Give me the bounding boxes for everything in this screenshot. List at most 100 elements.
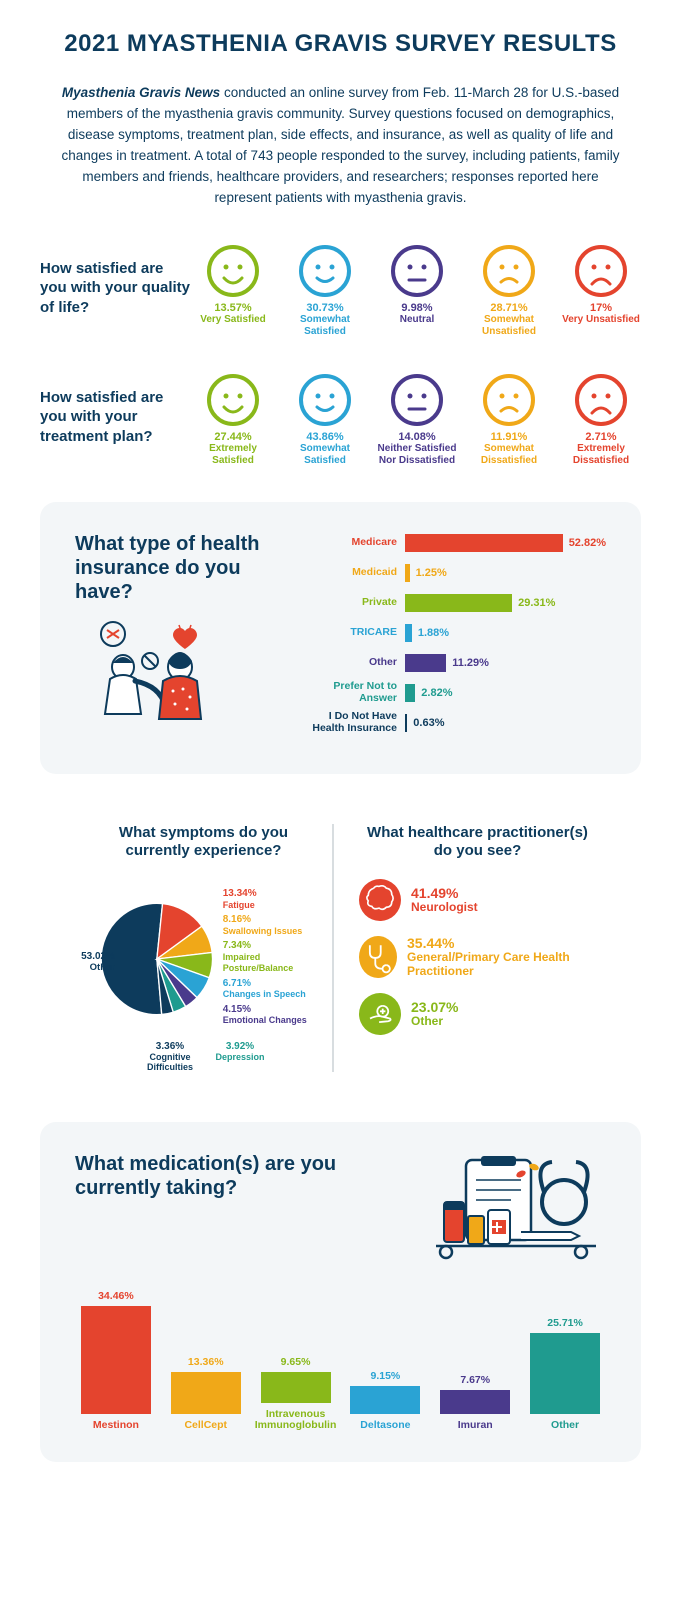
- qol-block: How satisfied are you with your quality …: [40, 244, 641, 338]
- face-label: Somewhat Satisfied: [285, 314, 365, 338]
- medication-label: Other: [551, 1420, 579, 1432]
- intro-source: Myasthenia Gravis News: [62, 85, 220, 100]
- face-label: Somewhat Dissatisfied: [469, 443, 549, 467]
- medication-pct: 9.65%: [281, 1356, 311, 1368]
- face-icon: [298, 244, 352, 298]
- face-icon: [390, 244, 444, 298]
- medication-bar-item: 13.36% CellCept: [165, 1356, 247, 1432]
- insurance-bar-row: I Do Not Have Health Insurance 0.63%: [295, 712, 606, 734]
- face-label: Extremely Dissatisfied: [561, 443, 641, 467]
- practitioner-item: 41.49% Neurologist: [359, 879, 596, 921]
- practitioners-title: What healthcare practitioner(s) do you s…: [359, 824, 596, 862]
- face-item: 43.86% Somewhat Satisfied: [285, 373, 365, 467]
- insurance-label: Other: [295, 657, 405, 669]
- symptoms-title: What symptoms do you currently experienc…: [85, 824, 322, 862]
- medication-pct: 13.36%: [188, 1356, 224, 1368]
- face-item: 27.44% Extremely Satisfied: [193, 373, 273, 467]
- insurance-bar-row: Prefer Not to Answer 2.82%: [295, 682, 606, 704]
- insurance-bar: [405, 564, 410, 582]
- insurance-value: 1.25%: [416, 567, 447, 579]
- insurance-bar: [405, 654, 446, 672]
- face-label: Very Satisfied: [193, 314, 273, 326]
- pie-legend-item: 6.71%Changes in Speech: [223, 978, 322, 1001]
- insurance-label: Prefer Not to Answer: [295, 681, 405, 704]
- face-pct: 17%: [561, 302, 641, 314]
- brain-icon: [359, 879, 401, 921]
- medication-bar: [530, 1333, 600, 1414]
- face-item: 17% Very Unsatisfied: [561, 244, 641, 338]
- medication-label: Intravenous Immunoglobulin: [255, 1409, 337, 1432]
- intro-body: conducted an online survey from Feb. 11-…: [61, 85, 619, 205]
- doctor-patient-illustration: [75, 619, 235, 739]
- treatment-faces: 27.44% Extremely Satisfied 43.86% Somewh…: [193, 373, 641, 467]
- insurance-value: 0.63%: [413, 717, 444, 729]
- medication-label: Mestinon: [93, 1420, 139, 1432]
- face-item: 11.91% Somewhat Dissatisfied: [469, 373, 549, 467]
- face-icon: [574, 373, 628, 427]
- insurance-bar-row: TRICARE 1.88%: [295, 622, 606, 644]
- face-item: 13.57% Very Satisfied: [193, 244, 273, 338]
- practitioner-pct: 23.07%: [411, 999, 458, 1015]
- insurance-bar: [405, 714, 407, 732]
- pie-depression-label: 3.92% Depression: [215, 1041, 264, 1072]
- face-pct: 9.98%: [377, 302, 457, 314]
- pie-legend-item: 7.34%Impaired Posture/Balance: [223, 940, 322, 975]
- face-pct: 2.71%: [561, 431, 641, 443]
- practitioner-label: Neurologist: [411, 901, 478, 915]
- face-icon: [298, 373, 352, 427]
- insurance-bar: [405, 534, 563, 552]
- medication-pct: 9.15%: [371, 1370, 401, 1382]
- face-item: 14.08% Neither Satisfied Nor Dissatisfie…: [377, 373, 457, 467]
- insurance-label: Private: [295, 597, 405, 609]
- face-label: Neutral: [377, 314, 457, 326]
- insurance-title: What type of health insurance do you hav…: [75, 532, 275, 604]
- medication-pct: 34.46%: [98, 1290, 134, 1302]
- insurance-label: TRICARE: [295, 627, 405, 639]
- insurance-bar-chart: Medicare 52.82% Medicaid 1.25% Private 2…: [295, 532, 606, 744]
- medication-bar-item: 25.71% Other: [524, 1317, 606, 1432]
- practitioner-pct: 35.44%: [407, 935, 596, 951]
- insurance-label: Medicaid: [295, 567, 405, 579]
- insurance-value: 11.29%: [452, 657, 489, 669]
- medication-bar-item: 34.46% Mestinon: [75, 1290, 157, 1432]
- face-pct: 30.73%: [285, 302, 365, 314]
- insurance-bar-row: Other 11.29%: [295, 652, 606, 674]
- intro-text: Myasthenia Gravis News conducted an onli…: [61, 83, 621, 209]
- face-item: 9.98% Neutral: [377, 244, 457, 338]
- insurance-value: 1.88%: [418, 627, 449, 639]
- medication-bar: [440, 1390, 510, 1414]
- insurance-bar-row: Medicaid 1.25%: [295, 562, 606, 584]
- medication-bar: [171, 1372, 241, 1414]
- face-pct: 43.86%: [285, 431, 365, 443]
- medication-label: Deltasone: [360, 1420, 410, 1432]
- face-icon: [482, 373, 536, 427]
- medications-bar-chart: 34.46% Mestinon 13.36% CellCept 9.65% In…: [75, 1272, 606, 1432]
- insurance-bar-row: Private 29.31%: [295, 592, 606, 614]
- pie-legend-item: 8.16%Swallowing Issues: [223, 914, 322, 937]
- pie-other-label: 53.02% Other: [65, 951, 115, 973]
- medication-bar-item: 7.67% Imuran: [434, 1374, 516, 1432]
- face-icon: [390, 373, 444, 427]
- medication-label: Imuran: [458, 1420, 493, 1432]
- symptoms-legend: 13.34%Fatigue 8.16%Swallowing Issues 7.34%…: [223, 888, 322, 1030]
- face-item: 30.73% Somewhat Satisfied: [285, 244, 365, 338]
- symptoms-practitioners-card: What symptoms do you currently experienc…: [40, 794, 641, 1103]
- insurance-bar: [405, 684, 415, 702]
- face-label: Very Unsatisfied: [561, 314, 641, 326]
- pie-cognitive-label: 3.36% Cognitive Difficulties: [142, 1041, 197, 1072]
- medication-label: CellCept: [184, 1420, 227, 1432]
- practitioner-item: 35.44% General/Primary Care Health Pract…: [359, 935, 596, 979]
- medication-bar: [350, 1386, 420, 1415]
- medication-pct: 25.71%: [547, 1317, 583, 1329]
- medication-bar: [261, 1372, 331, 1402]
- face-pct: 13.57%: [193, 302, 273, 314]
- face-icon: [206, 244, 260, 298]
- pie-legend-item: 4.15%Emotional Changes: [223, 1004, 322, 1027]
- practitioner-label: Other: [411, 1015, 458, 1029]
- pie-legend-item: 13.34%Fatigue: [223, 888, 322, 911]
- face-label: Somewhat Unsatisfied: [469, 314, 549, 338]
- insurance-value: 2.82%: [421, 687, 452, 699]
- insurance-card: What type of health insurance do you hav…: [40, 502, 641, 774]
- face-label: Somewhat Satisfied: [285, 443, 365, 467]
- face-pct: 11.91%: [469, 431, 549, 443]
